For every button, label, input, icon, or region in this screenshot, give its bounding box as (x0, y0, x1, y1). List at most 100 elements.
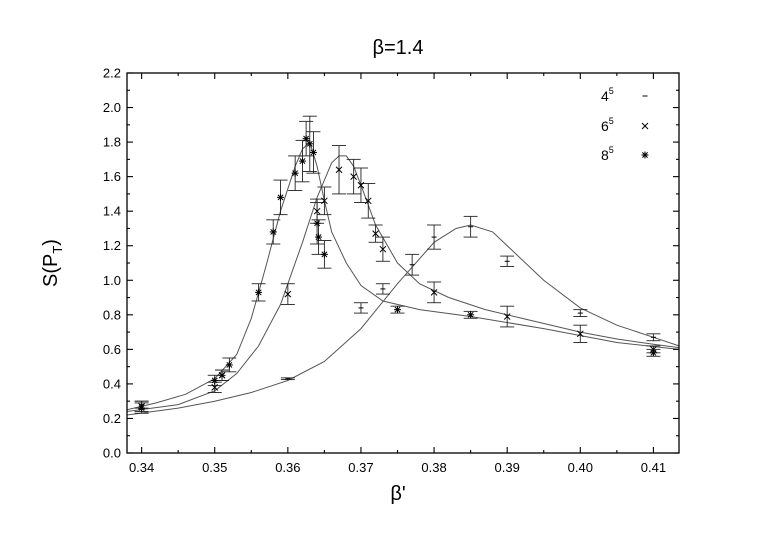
x-tick-label: 0.39 (495, 460, 520, 475)
x-tick-label: 0.37 (348, 460, 373, 475)
legend-label-exp: 5 (609, 145, 614, 155)
data-point-series-2 (649, 349, 657, 357)
data-point-series-1 (503, 313, 511, 320)
x-tick-label: 0.38 (421, 460, 446, 475)
marker-x-b (350, 173, 358, 180)
data-point-series-2 (302, 135, 310, 143)
legend-label-exp: 5 (609, 116, 614, 126)
y-axis-title-text: S(PT) (40, 239, 65, 287)
y-axis-title-main: S(P (40, 254, 62, 287)
data-point-series-2 (320, 250, 328, 258)
y-tick-label: 0.6 (103, 342, 121, 357)
y-tick-label: 2.0 (103, 100, 121, 115)
marker-x-b (357, 181, 365, 189)
marker-x-b (641, 122, 649, 130)
y-tick-label: 2.2 (103, 66, 121, 81)
legend-label-base: 8 (601, 147, 609, 163)
data-point-series-2 (315, 233, 323, 241)
data-point-series-2 (138, 404, 146, 412)
marker-x-b (313, 207, 321, 215)
y-axis-title-close: ) (40, 239, 62, 246)
data-point-series-2 (225, 361, 233, 369)
y-tick-label: 0.0 (103, 446, 121, 461)
x-tick-label: 0.40 (568, 460, 593, 475)
y-tick-label: 1.0 (103, 273, 121, 288)
marker-x-b (379, 245, 387, 253)
legend-marker-series-1 (641, 122, 649, 130)
data-point-series-2 (306, 140, 314, 148)
marker-star-d2 (315, 234, 322, 241)
marker-star-d2 (306, 140, 313, 147)
marker-star-d2 (255, 289, 262, 296)
marker-star-d2 (211, 377, 218, 384)
y-tick-label: 0.2 (103, 411, 121, 426)
marker-star-d2 (277, 194, 284, 201)
marker-star-d2 (219, 372, 225, 379)
data-point-series-1 (357, 181, 365, 189)
y-tick-label: 1.2 (103, 238, 121, 253)
marker-star-d2 (642, 152, 648, 158)
marker-star-d2 (292, 170, 299, 177)
data-point-series-1 (211, 384, 219, 391)
x-tick-label: 0.36 (275, 460, 300, 475)
chart-title: β=1.4 (373, 37, 424, 59)
marker-star-d2 (650, 349, 657, 356)
marker-star-d2 (467, 311, 474, 318)
marker-star-d2 (314, 220, 321, 227)
axes: 0.34 0.35 0.36 0.37 0.38 0.39 0.40 0.41 0.0 0.2 0.… (103, 66, 680, 475)
marker-x-b (364, 197, 372, 205)
data-markers (138, 135, 657, 412)
y-tick-label: 1.8 (103, 135, 121, 150)
legend-marker-series-2 (641, 151, 649, 159)
fit-curve-series-0 (126, 224, 680, 416)
data-point-series-2 (211, 376, 219, 384)
marker-star-d2 (299, 158, 306, 165)
data-point-series-1 (350, 173, 358, 180)
x-axis-title: β' (390, 483, 405, 505)
data-point-series-1 (379, 245, 387, 253)
x-tick-label: 0.35 (202, 460, 227, 475)
legend-label-base: 6 (601, 118, 609, 134)
legend-label-series-2: 85 (601, 145, 614, 163)
error-bars (134, 115, 661, 414)
data-point-series-2 (394, 306, 402, 314)
plot-frame (126, 72, 680, 454)
data-point-series-1 (284, 290, 292, 298)
marker-star-d2 (226, 361, 233, 368)
marker-x-b (430, 289, 438, 296)
legend-label-base: 4 (601, 88, 609, 104)
data-point-series-2 (277, 193, 285, 201)
y-tick-label: 1.4 (103, 204, 121, 219)
y-tick-label: 0.4 (103, 376, 121, 391)
fit-curves (126, 141, 680, 416)
marker-star-d2 (310, 149, 317, 156)
data-point-series-2 (467, 311, 475, 319)
marker-x-b (284, 290, 292, 298)
x-tick-label: 0.41 (641, 460, 666, 475)
data-point-series-1 (335, 166, 343, 174)
data-point-series-2 (269, 228, 277, 236)
marker-star-d2 (270, 228, 277, 235)
marker-x-b (372, 230, 379, 237)
data-point-series-1 (576, 330, 584, 338)
marker-x-b (211, 384, 219, 391)
data-point-series-2 (255, 288, 263, 296)
data-point-series-2 (313, 219, 321, 227)
y-tick-label: 0.8 (103, 307, 121, 322)
data-point-series-1 (372, 230, 379, 237)
marker-x-b (503, 313, 511, 320)
marker-star-d2 (303, 135, 310, 142)
data-point-series-2 (309, 148, 317, 156)
data-point-series-1 (430, 289, 438, 296)
marker-x-b (335, 166, 343, 174)
data-point-series-1 (364, 197, 372, 205)
y-tick-label: 1.6 (103, 169, 121, 184)
data-point-series-1 (313, 207, 321, 215)
legend-label-series-1: 65 (601, 116, 614, 134)
legend-label-series-0: 45 (601, 86, 614, 104)
fit-curve-series-2 (126, 141, 680, 411)
marker-star-d2 (138, 405, 145, 412)
x-tick-label: 0.34 (129, 460, 154, 475)
